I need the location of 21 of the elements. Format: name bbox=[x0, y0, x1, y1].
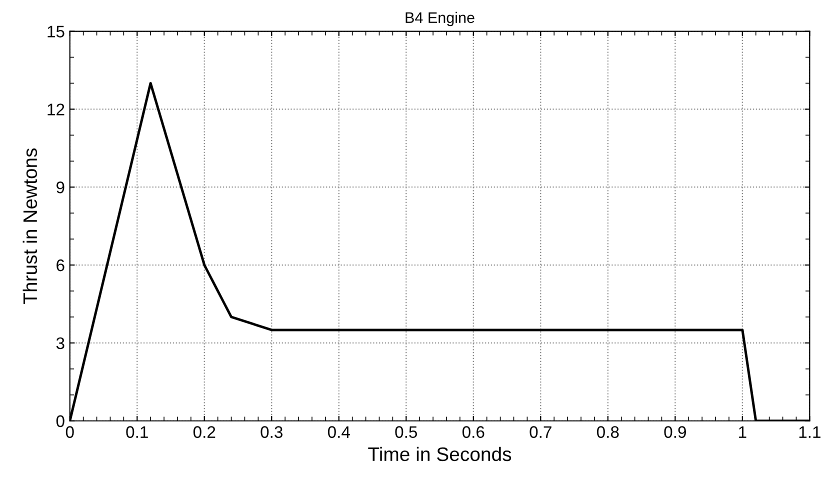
x-tick-label: 0.6 bbox=[462, 426, 484, 438]
x-tick-label: 0.5 bbox=[395, 426, 418, 438]
y-tick-label: 15 bbox=[48, 26, 64, 38]
x-tick-label: 0.4 bbox=[328, 426, 350, 438]
x-tick-label: 0.7 bbox=[530, 426, 552, 438]
y-tick-label: 3 bbox=[56, 337, 64, 350]
x-tick-label: 0.9 bbox=[664, 426, 686, 438]
x-tick-label: 0.2 bbox=[193, 426, 216, 438]
y-tick-label: 0 bbox=[56, 415, 64, 428]
x-tick-label: 0.3 bbox=[260, 426, 282, 438]
x-tick-label: 1 bbox=[739, 426, 746, 438]
y-tick-label: 12 bbox=[48, 104, 64, 116]
y-tick-label: 9 bbox=[56, 182, 64, 194]
chart-title: B4 Engine bbox=[406, 12, 474, 26]
y-tick-label: 6 bbox=[56, 259, 64, 272]
x-tick-label: 0 bbox=[66, 426, 74, 438]
x-tick-label: 1.1 bbox=[799, 426, 820, 438]
x-tick-label: 0.8 bbox=[596, 426, 619, 438]
y-axis-title: Thrust in Newtons bbox=[22, 148, 38, 304]
x-tick-label: 0.1 bbox=[126, 426, 148, 438]
x-axis-title: Time in Seconds bbox=[368, 446, 512, 462]
